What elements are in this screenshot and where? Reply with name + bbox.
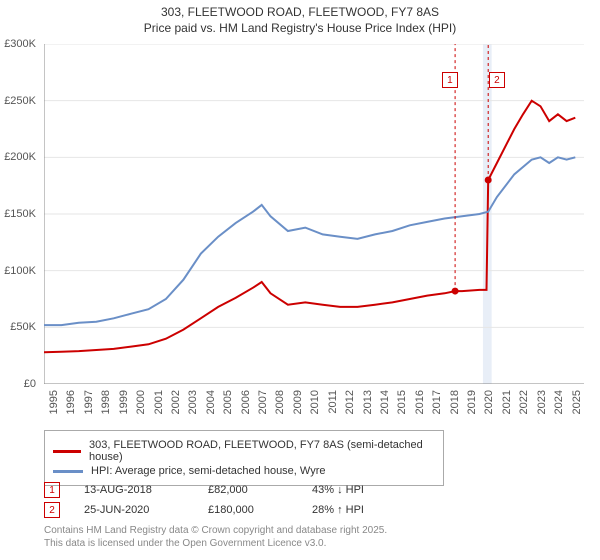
x-tick-label: 2024 [553, 390, 565, 414]
marker-table-row: 2 25-JUN-2020 £180,000 28% ↑ HPI [44, 502, 364, 518]
x-tick-label: 1996 [65, 390, 77, 414]
x-tick-label: 2022 [518, 390, 530, 414]
x-tick-label: 2008 [274, 390, 286, 414]
marker-price: £180,000 [208, 504, 288, 516]
x-tick-label: 2025 [571, 390, 583, 414]
chart-svg [44, 44, 584, 384]
x-tick-label: 2021 [501, 390, 513, 414]
chart-container: 303, FLEETWOOD ROAD, FLEETWOOD, FY7 8AS … [0, 0, 600, 560]
chart-marker-label: 2 [489, 72, 505, 88]
attribution-line-2: This data is licensed under the Open Gov… [44, 537, 387, 550]
marker-delta: 28% ↑ HPI [312, 504, 364, 516]
legend-row: 303, FLEETWOOD ROAD, FLEETWOOD, FY7 8AS … [53, 439, 435, 463]
x-tick-label: 1997 [83, 390, 95, 414]
legend-label: HPI: Average price, semi-detached house,… [91, 465, 325, 477]
x-tick-label: 2018 [449, 390, 461, 414]
attribution-line-1: Contains HM Land Registry data © Crown c… [44, 524, 387, 537]
legend-swatch [53, 450, 81, 453]
x-tick-label: 2020 [483, 390, 495, 414]
x-tick-label: 2002 [170, 390, 182, 414]
y-tick-label: £100K [4, 265, 36, 277]
marker-date: 25-JUN-2020 [84, 504, 184, 516]
y-tick-label: £200K [4, 151, 36, 163]
x-tick-label: 2011 [327, 390, 339, 414]
legend-label: 303, FLEETWOOD ROAD, FLEETWOOD, FY7 8AS … [89, 439, 435, 463]
title-line-2: Price paid vs. HM Land Registry's House … [0, 20, 600, 36]
x-tick-label: 2013 [362, 390, 374, 414]
x-tick-label: 2014 [379, 390, 391, 414]
x-tick-label: 2000 [135, 390, 147, 414]
x-tick-label: 2015 [396, 390, 408, 414]
marker-delta: 43% ↓ HPI [312, 484, 364, 496]
x-tick-label: 2005 [222, 390, 234, 414]
x-tick-label: 2004 [205, 390, 217, 414]
x-tick-label: 2001 [153, 390, 165, 414]
legend-swatch [53, 470, 83, 473]
x-tick-label: 2007 [257, 390, 269, 414]
attribution: Contains HM Land Registry data © Crown c… [44, 524, 387, 550]
y-tick-label: £0 [24, 378, 36, 390]
y-axis-labels: £0£50K£100K£150K£200K£250K£300K [0, 44, 40, 384]
chart-title-block: 303, FLEETWOOD ROAD, FLEETWOOD, FY7 8AS … [0, 0, 600, 36]
x-tick-label: 1998 [100, 390, 112, 414]
marker-date: 13-AUG-2018 [84, 484, 184, 496]
x-tick-label: 2009 [292, 390, 304, 414]
title-line-1: 303, FLEETWOOD ROAD, FLEETWOOD, FY7 8AS [0, 4, 600, 20]
x-tick-label: 2023 [536, 390, 548, 414]
legend-row: HPI: Average price, semi-detached house,… [53, 465, 435, 477]
x-tick-label: 2016 [414, 390, 426, 414]
x-tick-label: 1999 [118, 390, 130, 414]
x-tick-label: 1995 [48, 390, 60, 414]
y-tick-label: £150K [4, 208, 36, 220]
y-tick-label: £50K [10, 321, 36, 333]
chart-marker-label: 1 [442, 72, 458, 88]
x-axis-labels: 1995 1996 1997 1998 1999 2000 2001 2002 2003 2004… [44, 386, 584, 426]
x-tick-label: 2003 [187, 390, 199, 414]
x-tick-label: 2006 [240, 390, 252, 414]
x-tick-label: 2019 [466, 390, 478, 414]
marker-table-row: 1 13-AUG-2018 £82,000 43% ↓ HPI [44, 482, 364, 498]
marker-table: 1 13-AUG-2018 £82,000 43% ↓ HPI 2 25-JUN-2020… [44, 478, 364, 522]
x-tick-label: 2010 [309, 390, 321, 414]
marker-price: £82,000 [208, 484, 288, 496]
y-tick-label: £300K [4, 38, 36, 50]
chart-plot-area: 12 [44, 44, 584, 384]
x-tick-label: 2012 [344, 390, 356, 414]
marker-id-box: 2 [44, 502, 60, 518]
y-tick-label: £250K [4, 95, 36, 107]
x-tick-label: 2017 [431, 390, 443, 414]
marker-id-box: 1 [44, 482, 60, 498]
